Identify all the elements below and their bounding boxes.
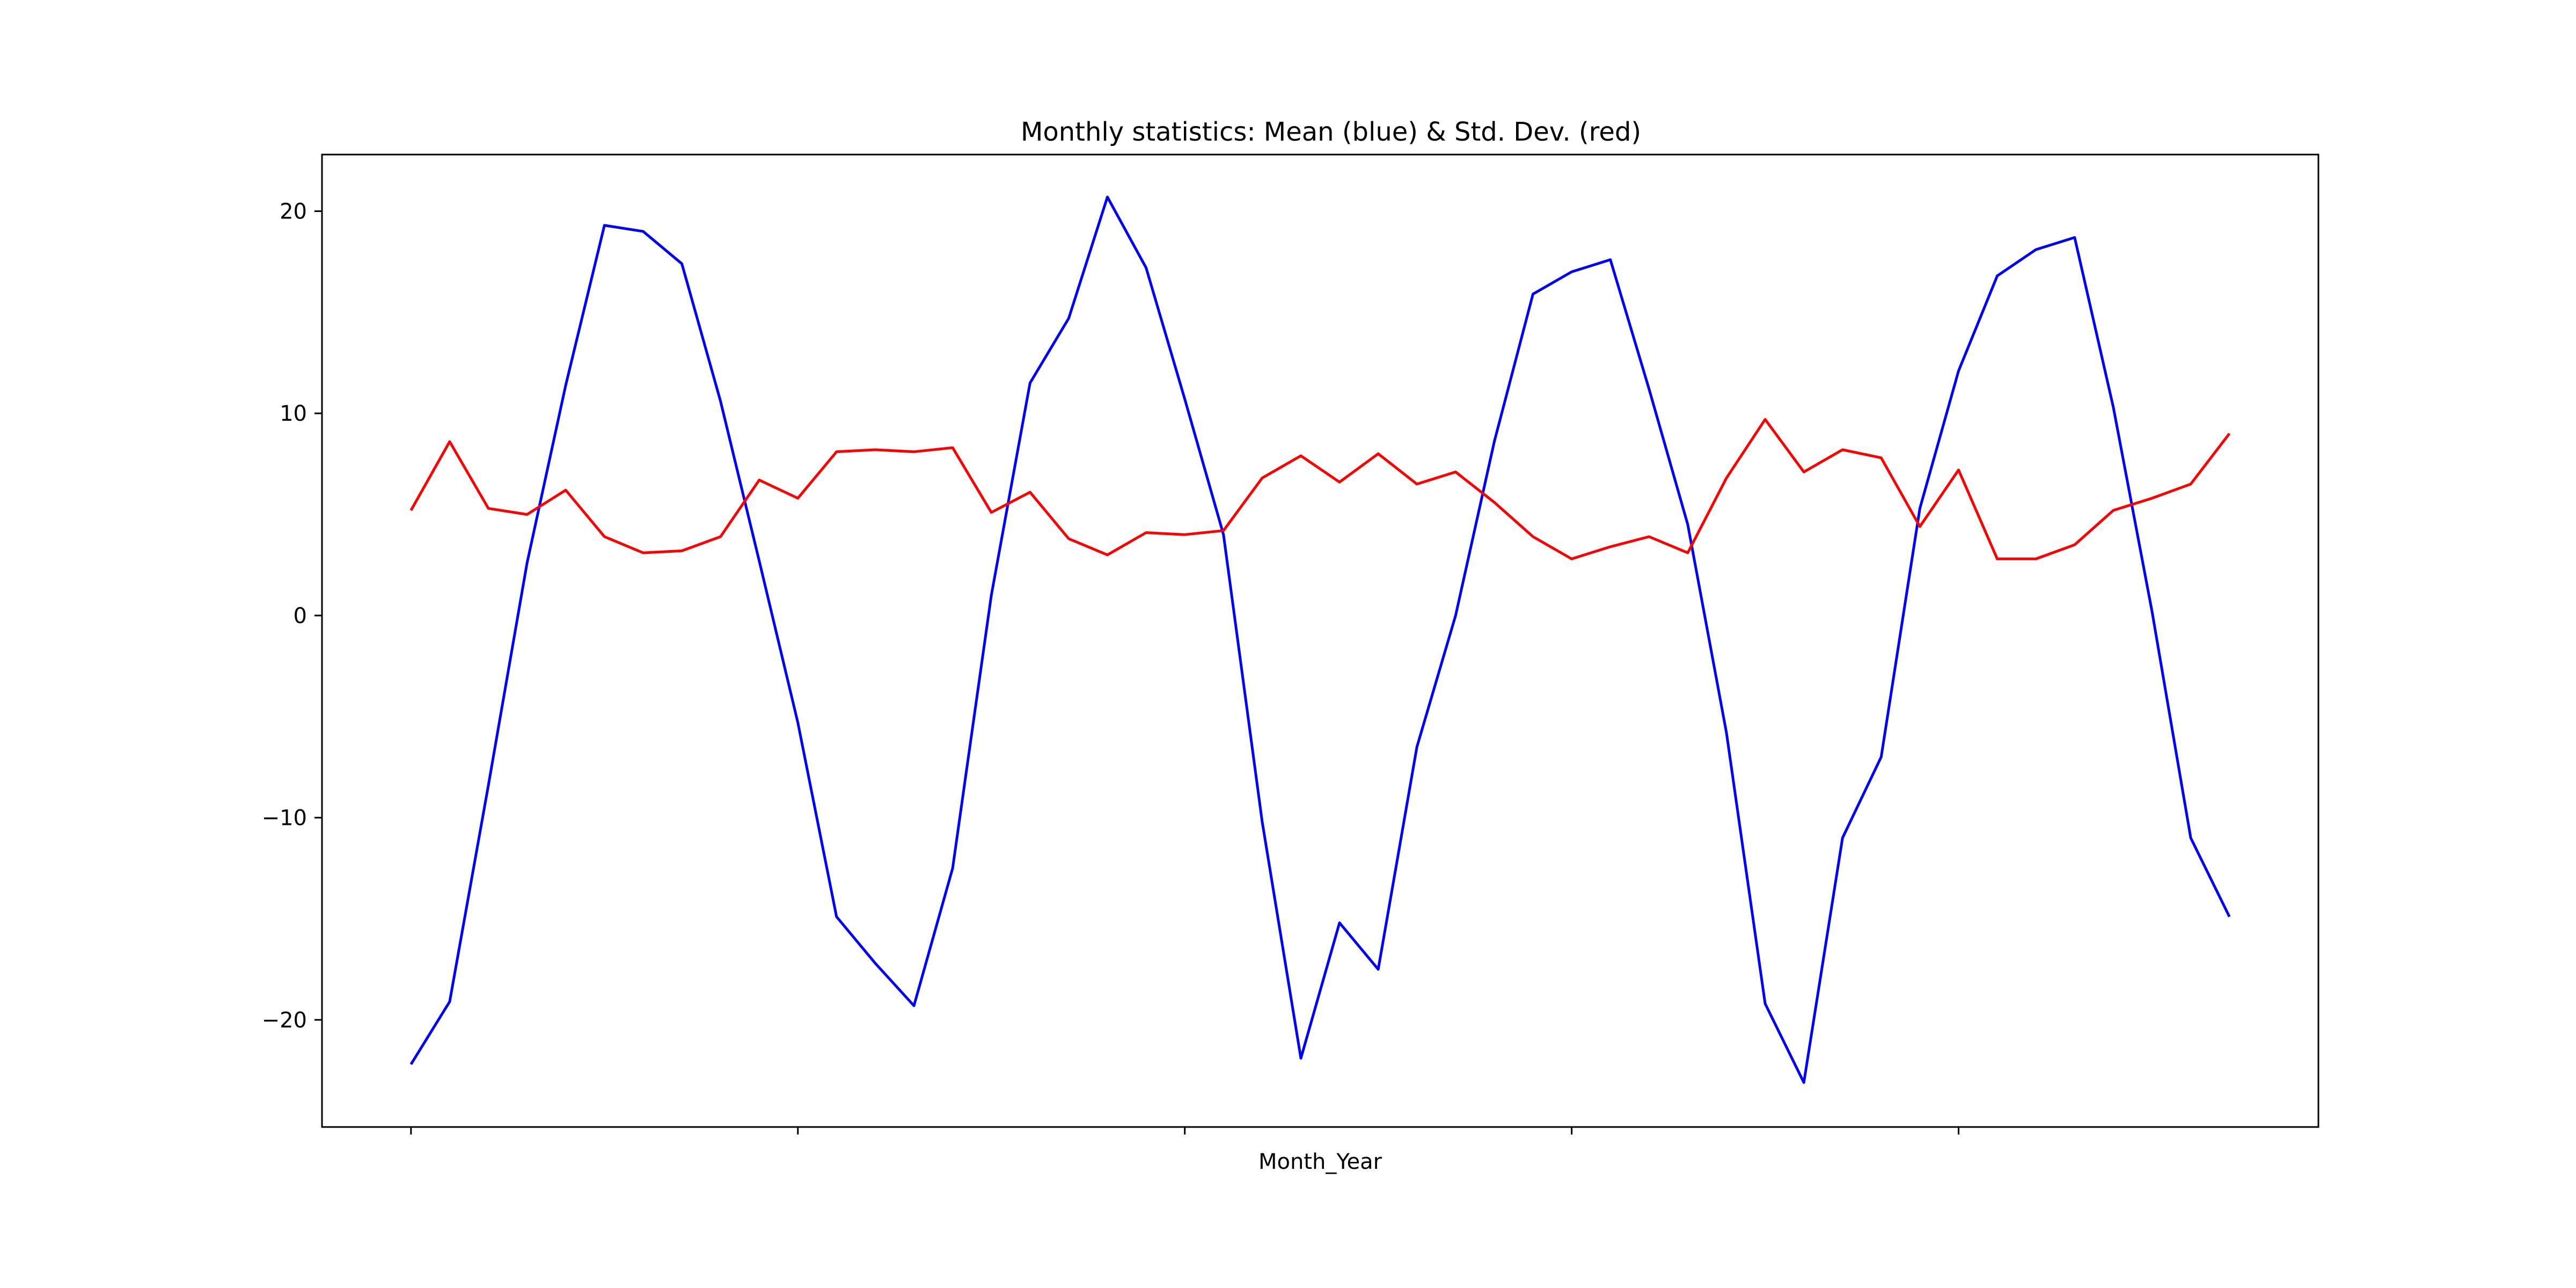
y-tick-label: −10 [262, 806, 307, 831]
y-tick-label: 10 [280, 401, 307, 426]
y-axis: −20 −10 0 10 20 [262, 199, 322, 1033]
y-tick-label: 20 [280, 199, 307, 224]
series-layer [409, 195, 2231, 1084]
x-axis [410, 1127, 1960, 1135]
plot-area-frame [321, 153, 2319, 1128]
series-1 [409, 418, 2231, 560]
series-0 [409, 195, 2231, 1084]
y-tick-label: 0 [294, 604, 307, 628]
x-axis-label: Month_Year [1258, 1150, 1382, 1174]
series-0-line [409, 195, 2231, 1084]
chart-title: Monthly statistics: Mean (blue) & Std. D… [1021, 117, 1641, 147]
y-tick-label: −20 [262, 1008, 307, 1033]
series-1-line [409, 418, 2231, 560]
